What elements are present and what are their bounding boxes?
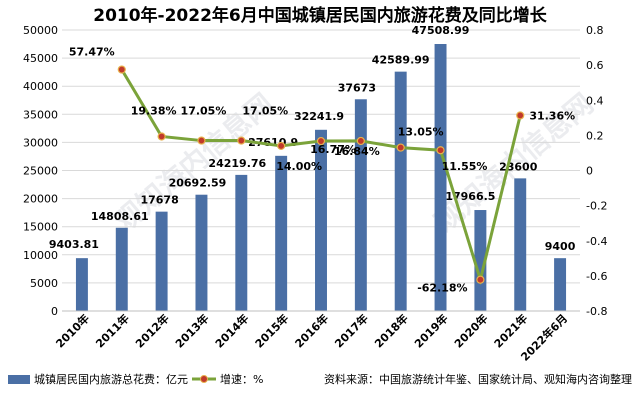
- x-tick-label: 2019年: [411, 311, 450, 350]
- bar-2020年: [474, 210, 487, 311]
- bar-2013年: [195, 194, 208, 311]
- bar-value-label: 47508.99: [412, 24, 470, 37]
- right-tick-label: -0.4: [586, 235, 607, 248]
- bar-value-label: 9403.81: [49, 238, 99, 251]
- bar-value-label: 9400: [545, 240, 576, 253]
- x-tick-label: 2011年: [93, 311, 132, 350]
- growth-value-label: 13.05%: [398, 126, 444, 139]
- growth-point-2019年: [436, 146, 445, 155]
- bar-value-label: 23600: [499, 160, 538, 173]
- left-tick-label: 40000: [23, 80, 58, 93]
- left-tick-label: 25000: [23, 165, 58, 178]
- legend-swatch-bar: [8, 375, 30, 384]
- growth-point-2018年: [396, 143, 405, 152]
- right-tick-label: -0.6: [586, 270, 607, 283]
- legend: 城镇居民国内旅游总花费：亿元 增速：%: [8, 372, 263, 386]
- growth-value-label: 57.47%: [69, 46, 115, 59]
- bar-2015年: [275, 155, 288, 311]
- right-tick-label: 0: [586, 165, 593, 178]
- bar-2011年: [115, 227, 128, 311]
- right-tick-label: 0.4: [586, 94, 604, 107]
- legend-label-line: 增速：%: [220, 372, 263, 386]
- right-tick-label: -0.2: [586, 200, 607, 213]
- growth-value-label: 19.38%: [131, 104, 177, 117]
- left-tick-label: 45000: [23, 52, 58, 65]
- bar-value-label: 37673: [338, 81, 376, 94]
- legend-marker-line: [200, 375, 208, 383]
- left-tick-label: 30000: [23, 136, 58, 149]
- growth-value-label: 17.05%: [242, 105, 288, 118]
- growth-point-2015年: [277, 141, 286, 151]
- right-axis: -0.8 -0.6 -0.4 -0.2 0 0.2 0.4 0.6 0.8: [586, 24, 607, 318]
- source-note: 资料来源：中国旅游统计年鉴、国家统计局、观知海内咨询整理: [324, 372, 632, 386]
- left-tick-label: 0: [51, 305, 58, 318]
- growth-value-label: 11.55%: [442, 160, 488, 173]
- growth-value-label: 14.00%: [276, 160, 322, 173]
- bar-value-label: 42589.99: [372, 54, 430, 67]
- bar-2022年6月: [554, 258, 567, 311]
- left-tick-label: 10000: [23, 249, 58, 262]
- bar-value-label: 17678: [140, 194, 178, 207]
- bar-value-label: 32241.9: [294, 110, 344, 123]
- bar-2010年: [75, 258, 88, 311]
- growth-point-2021年: [516, 111, 525, 120]
- bar-2021年: [514, 178, 527, 311]
- chart-title: 2010年-2022年6月中国城镇居民国内旅游花费及同比增长: [93, 5, 548, 26]
- bar-2019年: [434, 43, 447, 311]
- x-tick-label: 2012年: [132, 311, 171, 350]
- bar-2017年: [354, 99, 367, 311]
- bar-labels: 9403.8114808.611767820692.5924219.762761…: [49, 24, 576, 253]
- growth-point-2016年: [316, 136, 326, 146]
- growth-value-label: 17.05%: [181, 105, 227, 118]
- x-tick-label: 2013年: [172, 311, 211, 350]
- x-tick-label: 2020年: [451, 311, 490, 350]
- bar-value-label: 20692.59: [169, 177, 227, 190]
- growth-value-label: 16.77%: [310, 143, 356, 156]
- bar-value-label: 24219.76: [208, 157, 266, 170]
- bar-value-label: 14808.61: [91, 210, 149, 223]
- right-tick-label: 0.6: [586, 59, 604, 72]
- right-tick-label: 0.8: [586, 24, 604, 37]
- x-tick-label: 2015年: [252, 311, 291, 350]
- x-axis: 2010年 2011年 2012年 2013年 2014年 2015年 2016年 2017年…: [53, 310, 580, 364]
- growth-point-2012年: [157, 132, 166, 141]
- growth-point-2013年: [197, 136, 206, 145]
- x-tick-label: 2021年: [491, 311, 530, 350]
- line-series: [117, 65, 525, 286]
- bar-2016年: [315, 129, 327, 311]
- growth-point-2020年: [476, 275, 485, 284]
- line-labels: 57.47% 19.38% 17.05% 17.05% 14.00% 16.77%16.8…: [69, 46, 575, 295]
- growth-value-label: -62.18%: [417, 282, 467, 295]
- left-axis: 0 5000 10000 15000 20000 25000 30000 35000 40000…: [23, 24, 58, 318]
- x-tick-label: 2014年: [212, 311, 251, 350]
- right-tick-label: 0.2: [586, 129, 604, 142]
- x-tick-label: 2018年: [371, 311, 410, 350]
- left-tick-label: 35000: [23, 108, 58, 121]
- bar-2012年: [155, 211, 168, 311]
- legend-label-bar: 城镇居民国内旅游总花费：亿元: [34, 372, 188, 386]
- x-tick-label: 2016年: [292, 311, 331, 350]
- bar-2018年: [394, 71, 407, 311]
- x-tick-label: 2017年: [332, 311, 371, 350]
- right-tick-label: -0.8: [586, 305, 607, 318]
- left-tick-label: 15000: [23, 221, 58, 234]
- left-tick-label: 5000: [30, 277, 58, 290]
- growth-point-2014年: [237, 136, 246, 145]
- growth-point-2011年: [117, 65, 126, 74]
- growth-point-2017年: [356, 136, 365, 146]
- bar-series: [75, 43, 567, 311]
- bar-value-label: 17966.5: [445, 190, 495, 203]
- bar-2014年: [235, 174, 248, 311]
- left-tick-label: 20000: [23, 193, 58, 206]
- growth-value-label: 31.36%: [529, 109, 575, 122]
- growth-value-label: 16.84%: [334, 145, 380, 158]
- left-tick-label: 50000: [23, 24, 58, 37]
- x-tick-label: 2010年: [53, 311, 92, 350]
